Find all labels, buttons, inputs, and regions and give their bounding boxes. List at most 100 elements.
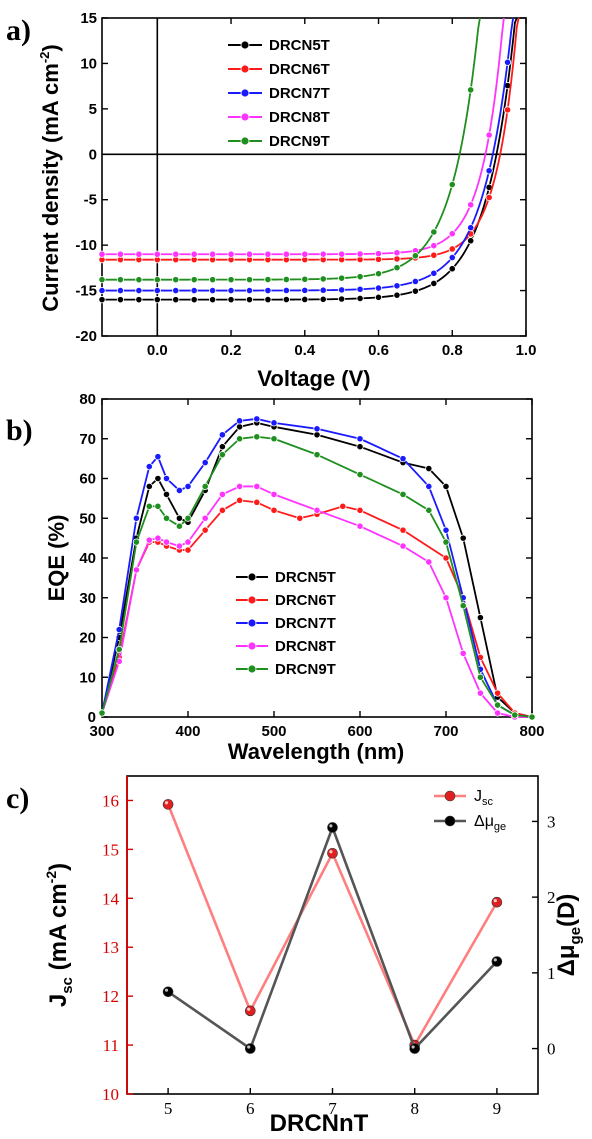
panel-a-marker-DRCN7T [172, 286, 180, 295]
panel-b-legend-label: DRCN6T [275, 592, 336, 609]
panel-b-marker-DRCN8T [356, 522, 364, 530]
panel-b-marker-DRCN8T [184, 538, 192, 546]
panel-b-marker-DRCN9T [162, 514, 171, 522]
panel-b-marker-DRCN8T [236, 482, 244, 491]
panel-c-left-y-tick-label: 11 [103, 1036, 119, 1055]
panel-c-legend: Jsc Δμge [434, 788, 506, 833]
panel-b-legend: DRCN5T DRCN6T DRCN7T DRCN8T DRCN9T [236, 569, 336, 678]
panel-a-marker-DRCN5T [227, 296, 235, 304]
panel-c-left-y-axis-title-main: J [45, 994, 72, 1007]
panel-a-series-DRCN6T [98, 17, 520, 264]
panel-b-legend-label: DRCN5T [275, 569, 336, 586]
panel-a-marker-DRCN6T [503, 106, 512, 114]
panel-a-marker-DRCN9T [374, 270, 383, 278]
panel-c-legend-label-sub: ge [494, 821, 506, 833]
panel-a-marker-DRCN8T [448, 230, 456, 238]
panel-a-marker-DRCN9T [467, 86, 475, 94]
panel-b-series [98, 415, 536, 721]
panel-a-legend-label: DRCN5T [269, 37, 330, 54]
panel-c-line-sc [166, 803, 499, 1048]
panel-a-marker-DRCN5T [319, 295, 327, 303]
panel-b-ticks: 300 400 500 600 700 800 0 10 20 30 40 50 60 70 80 [79, 391, 544, 740]
panel-a-x-tick-label: 0.0 [147, 342, 168, 359]
panel-b-x-tick-label: 800 [519, 723, 544, 740]
panel-a-marker-DRCN9T [135, 276, 143, 284]
panel-a-marker-DRCN8T [98, 250, 106, 258]
panel-c-left-y-tick-label: 14 [102, 889, 120, 908]
panel-b-marker-DRCN5T [459, 534, 467, 542]
panel-c-x-axis-title: DRCNnT [270, 1110, 369, 1137]
panel-b-marker-DRCN8T [270, 490, 278, 498]
panel-b-y-tick-label: 40 [79, 550, 96, 567]
panel-b-legend-marker [247, 618, 257, 628]
panel-a-marker-DRCN7T [485, 167, 493, 175]
panel-b-marker-DRCN9T [184, 514, 192, 522]
panel-b-marker-DRCN9T [493, 701, 502, 709]
panel-a-marker-DRCN8T [485, 131, 493, 139]
panel-c-marker-highlight [493, 899, 497, 903]
panel-c-right-y-tick-label: 2 [547, 888, 556, 907]
panel-a-marker-DRCN7T [190, 286, 198, 295]
panel-c-series-sc [162, 799, 503, 1051]
panel-c-legend-label-main: J [474, 788, 482, 805]
panel-a-x-tick-label: 1.0 [516, 342, 537, 359]
panel-a-legend-label: DRCN9T [269, 133, 330, 150]
panel-c-marker-ge [409, 1043, 421, 1054]
panel-a-y-tick-label: -15 [75, 283, 97, 300]
panel-c-left-y-tick-label: 15 [102, 840, 119, 859]
panel-a-series [98, 17, 520, 304]
panel-a-marker-DRCN5T [264, 296, 272, 304]
panel-b-marker-DRCN6T [442, 554, 450, 562]
panel-a-marker-DRCN5T [98, 296, 106, 304]
panel-a-x-tick-label: 0.4 [294, 342, 316, 359]
panel-a-ticks: 0.0 0.2 0.4 0.6 0.8 1.0 -20 -15 -10 -5 0 5 10 15 [75, 10, 536, 359]
panel-a-y-tick-label: -10 [75, 237, 97, 254]
panel-b-marker-DRCN6T [236, 496, 244, 504]
panel-a-legend-marker [240, 40, 250, 50]
panel-b-x-tick-label: 600 [347, 723, 372, 740]
panel-c-legend-label: Jsc [474, 788, 494, 808]
panel-b-legend-label: DRCN8T [275, 638, 336, 655]
panel-a-legend: DRCN5T DRCN6T DRCN7T DRCN8T DRCN9T [228, 37, 330, 150]
panel-b-x-tick-label: 700 [433, 723, 458, 740]
panel-b-legend-label: DRCN7T [275, 615, 336, 632]
panel-b-marker-DRCN9T [356, 470, 364, 479]
panel-b-marker-DRCN7T [270, 419, 278, 427]
panel-c-marker-ge [491, 956, 503, 967]
panel-b-y-tick-label: 30 [79, 590, 96, 607]
panel-b-y-tick-label: 0 [88, 709, 96, 726]
panel-b-marker-DRCN8T [476, 689, 484, 697]
panel-a-marker-DRCN8T [135, 250, 143, 258]
panel-c-left-y-tick-label: 12 [102, 987, 119, 1006]
panel-a-marker-DRCN5T [467, 237, 475, 245]
panel-b-marker-DRCN6T [493, 689, 502, 697]
panel-b-x-tick-label: 500 [261, 723, 286, 740]
panel-b-y-tick-label: 70 [79, 431, 96, 448]
panel-b-legend-marker [247, 595, 257, 605]
panel-c-legend-label-main: Δμ [474, 813, 494, 830]
panel-b-marker-DRCN5T [442, 482, 450, 491]
panel-b-marker-DRCN7T [218, 431, 226, 439]
panel-a-marker-DRCN5T [374, 293, 383, 301]
panel-b-marker-DRCN6T [339, 502, 347, 510]
panel-a-marker-DRCN5T [301, 295, 309, 304]
panel-a-legend-marker [240, 88, 250, 98]
panel-b-marker-DRCN7T [184, 482, 192, 491]
panel-a-marker-DRCN5T [282, 295, 290, 304]
panel-b-marker-DRCN8T [425, 558, 433, 566]
panel-c-marker-ge [245, 1043, 256, 1054]
panel-b-marker-DRCN7T [201, 458, 209, 467]
panel-a-series-DRCN9T [98, 17, 481, 284]
panel-c-right-y-axis-title-rest: (D) [553, 894, 580, 927]
panel-a-marker-DRCN5T [448, 265, 456, 273]
panel-c-right-y-tick-label: 3 [547, 812, 556, 831]
panel-b-marker-DRCN5T [425, 464, 433, 473]
panel-a-legend-marker [240, 112, 250, 122]
panel-a-marker-DRCN7T [227, 286, 235, 295]
panel-a-marker-DRCN9T [190, 276, 198, 284]
panel-b-marker-DRCN5T [175, 514, 183, 522]
panel-a-marker-DRCN8T [319, 250, 327, 258]
panel-b-marker-DRCN9T [154, 502, 162, 510]
panel-a-marker-DRCN7T [448, 253, 456, 262]
panel-a-marker-DRCN5T [116, 296, 125, 304]
